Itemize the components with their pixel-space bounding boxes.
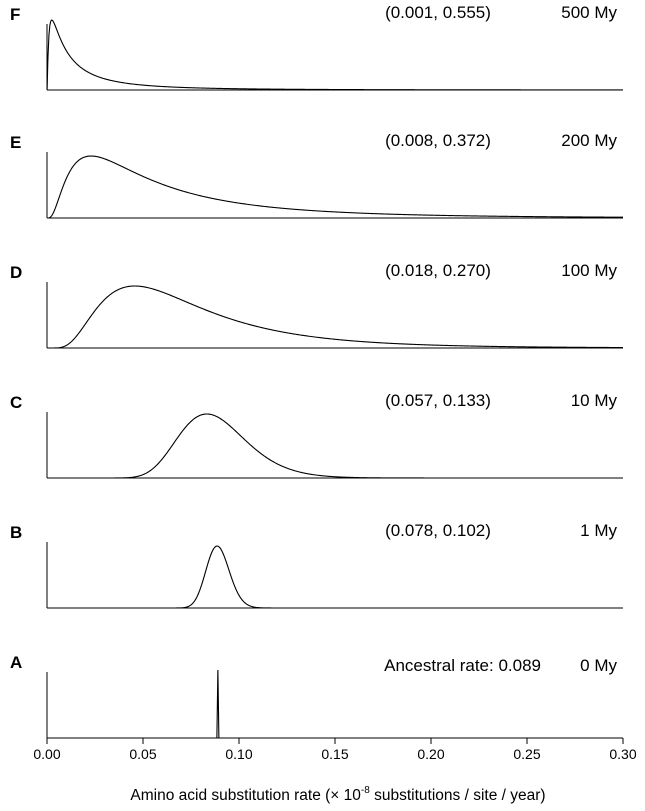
ancestral-rate-label: Ancestral rate: 0.089 xyxy=(384,656,541,675)
x-tick-label: 0.10 xyxy=(225,746,252,762)
x-axis-title-exponent: -8 xyxy=(361,785,370,796)
time-label: 200 My xyxy=(561,131,617,150)
panel-b: B (0.078, 0.102) 1 My xyxy=(10,521,623,609)
time-label: 0 My xyxy=(580,656,617,675)
x-axis-title: Amino acid substitution rate (× 10-8 sub… xyxy=(130,785,545,804)
panel-a: A Ancestral rate: 0.089 0 My xyxy=(10,653,623,739)
panel-c: C (0.057, 0.133) 10 My xyxy=(10,391,623,479)
x-axis-title-prefix: Amino acid substitution rate (× 10 xyxy=(130,787,361,804)
density-curve-f xyxy=(46,19,623,91)
panel-d: D (0.018, 0.270) 100 My xyxy=(10,261,624,349)
density-curve-b xyxy=(47,545,623,609)
time-label: 10 My xyxy=(571,391,618,410)
panels-layer: F (0.001, 0.555) 500 My E (0.008, 0.372) 200 … xyxy=(10,3,624,739)
x-tick-label: 0.00 xyxy=(33,746,60,762)
density-curve-d xyxy=(47,285,624,349)
panel-letter: A xyxy=(10,653,22,672)
x-tick-label: 0.30 xyxy=(609,746,636,762)
density-curve-c xyxy=(47,413,623,479)
time-label: 500 My xyxy=(561,3,617,22)
panel-f: F (0.001, 0.555) 500 My xyxy=(10,3,623,91)
panel-letter: D xyxy=(10,263,22,282)
density-curve-a xyxy=(216,669,220,739)
panel-letter: E xyxy=(10,133,21,152)
interval-label: (0.057, 0.133) xyxy=(385,391,491,410)
interval-label: (0.078, 0.102) xyxy=(385,521,491,540)
x-tick-label: 0.05 xyxy=(129,746,156,762)
panel-e: E (0.008, 0.372) 200 My xyxy=(10,131,624,219)
panel-letter: F xyxy=(10,5,20,24)
interval-label: (0.001, 0.555) xyxy=(385,3,491,22)
interval-label: (0.008, 0.372) xyxy=(385,131,491,150)
density-curve-e xyxy=(47,155,624,219)
x-tick-label: 0.15 xyxy=(321,746,348,762)
time-label: 100 My xyxy=(561,261,617,280)
x-tick-label: 0.25 xyxy=(513,746,540,762)
panel-letter: C xyxy=(10,393,22,412)
x-tick-label: 0.20 xyxy=(417,746,444,762)
interval-label: (0.018, 0.270) xyxy=(385,261,491,280)
time-label: 1 My xyxy=(580,521,617,540)
x-axis-title-suffix: substitutions / site / year) xyxy=(370,787,546,804)
panel-letter: B xyxy=(10,523,22,542)
x-axis: 0.00 0.05 0.10 0.15 0.20 0.25 0.30 xyxy=(33,738,637,762)
